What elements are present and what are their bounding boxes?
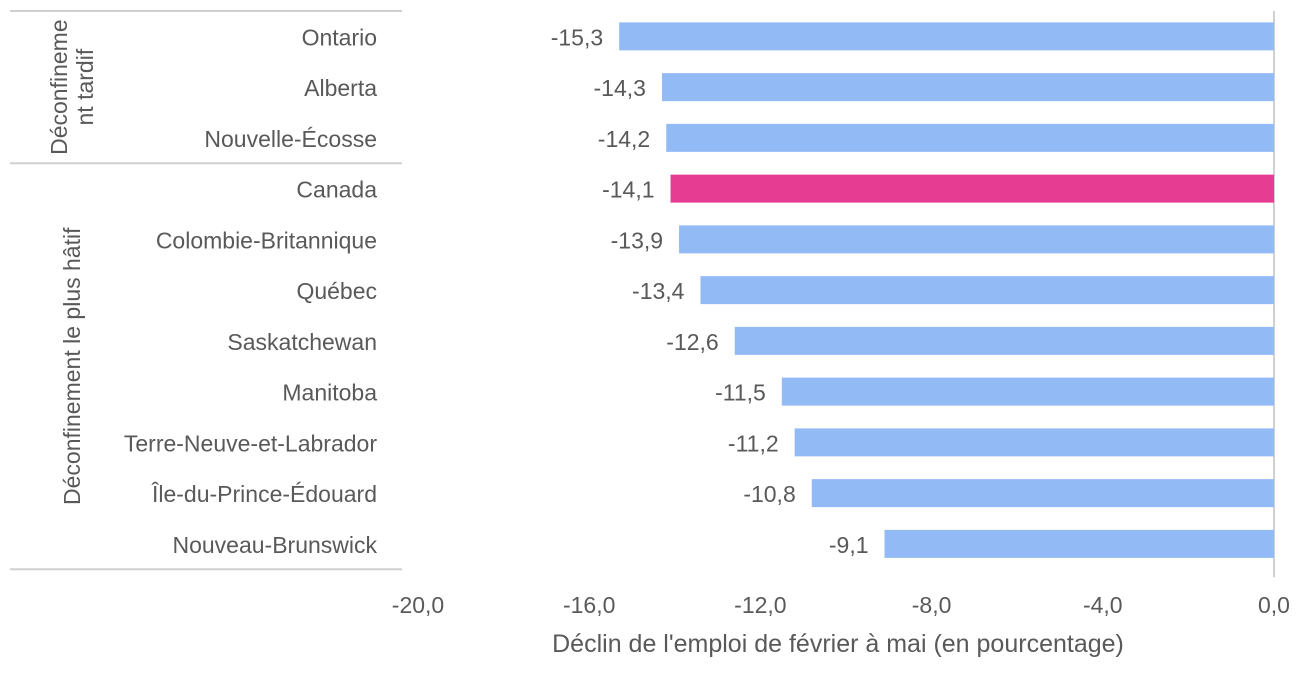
category-label-nouvelle-ecosse: Nouvelle-Écosse [204, 126, 377, 152]
group-label-line: Déconfineme [46, 19, 72, 155]
category-label-nouveau-brunswick: Nouveau-Brunswick [172, 532, 377, 558]
value-label-colombie-britannique: -13,9 [611, 227, 663, 253]
value-labels-layer: -15,3 -14,3 -14,2 -14,1 -13,9 -13,4 -12,6 -11,5… [551, 24, 869, 558]
x-tick-label: -16,0 [563, 592, 615, 618]
value-label-ontario: -15,3 [551, 24, 603, 50]
category-label-canada: Canada [296, 177, 377, 203]
category-label-ontario: Ontario [302, 24, 377, 50]
category-label-ile-du-prince-edouard: Île-du-Prince-Édouard [151, 481, 377, 507]
group-label-1: Déconfinement tardif [46, 19, 98, 155]
value-label-canada: -14,1 [602, 177, 654, 203]
bar-canada [670, 174, 1274, 203]
group-label-2: Déconfinement le plus hâtif [59, 227, 85, 505]
category-label-quebec: Québec [296, 278, 377, 304]
category-label-saskatchewan: Saskatchewan [227, 329, 377, 355]
x-tick-label: -8,0 [912, 592, 952, 618]
x-tick-label: -20,0 [392, 592, 444, 618]
category-label-manitoba: Manitoba [282, 380, 377, 406]
value-label-quebec: -13,4 [632, 278, 685, 304]
value-label-saskatchewan: -12,6 [666, 329, 718, 355]
x-tick-label: -4,0 [1083, 592, 1123, 618]
group-label-line: Déconfinement le plus hâtif [59, 227, 85, 505]
category-labels-layer: Ontario Alberta Nouvelle-Écosse Canada Colom… [124, 24, 378, 558]
bar-ontario [619, 22, 1274, 51]
category-label-colombie-britannique: Colombie-Britannique [156, 227, 377, 253]
bar-manitoba [781, 377, 1274, 406]
value-label-terre-neuve-et-labrador: -11,2 [728, 430, 779, 456]
value-label-manitoba: -11,5 [715, 380, 766, 406]
group-labels-layer: Déconfinement tardif Déconfinement le plu… [46, 19, 98, 505]
x-tick-label: 0,0 [1258, 592, 1290, 618]
bar-nouveau-brunswick [884, 529, 1274, 558]
value-label-nouveau-brunswick: -9,1 [829, 532, 869, 558]
bars-layer [619, 22, 1274, 558]
value-label-nouvelle-ecosse: -14,2 [598, 126, 650, 152]
bar-alberta [661, 73, 1274, 102]
bar-terre-neuve-et-labrador [794, 428, 1274, 457]
value-label-alberta: -14,3 [594, 75, 646, 101]
category-label-alberta: Alberta [304, 75, 377, 101]
bar-colombie-britannique [679, 225, 1274, 254]
x-tick-label: -12,0 [734, 592, 786, 618]
x-ticks-layer: -20,0 -16,0 -12,0 -8,0 -4,0 0,0 [392, 592, 1290, 618]
bar-saskatchewan [734, 326, 1274, 355]
bar-nouvelle-ecosse [666, 123, 1274, 152]
category-label-terre-neuve-et-labrador: Terre-Neuve-et-Labrador [124, 430, 377, 456]
x-axis-title: Déclin de l'emploi de février à mai (en … [552, 630, 1124, 658]
bar-ile-du-prince-edouard [811, 479, 1274, 508]
group-label-line: nt tardif [72, 48, 98, 125]
value-label-ile-du-prince-edouard: -10,8 [743, 481, 795, 507]
bar-quebec [700, 276, 1274, 305]
